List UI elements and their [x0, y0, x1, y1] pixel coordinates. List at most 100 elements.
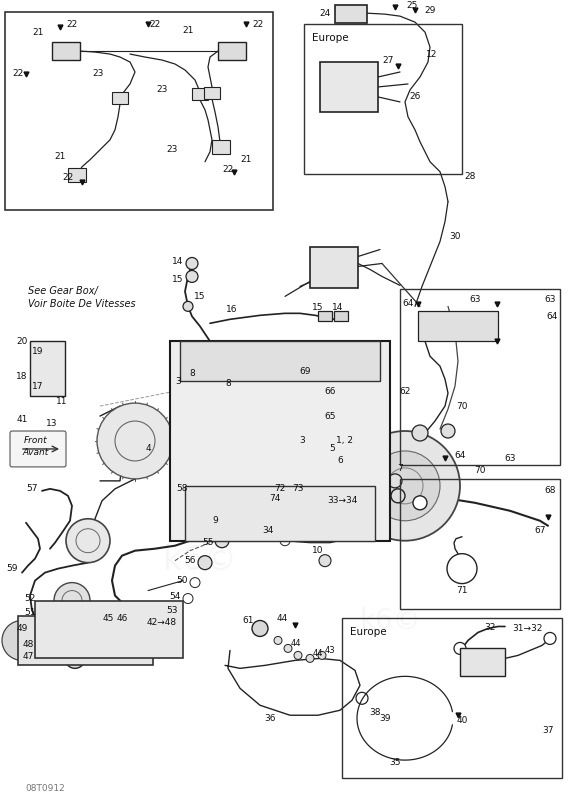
- Text: 22: 22: [149, 20, 161, 29]
- Circle shape: [318, 651, 326, 659]
- Text: 42→48: 42→48: [147, 618, 177, 627]
- Text: 72: 72: [274, 484, 286, 494]
- Text: 29: 29: [424, 6, 436, 14]
- Bar: [192, 88, 208, 100]
- Text: Voir Boite De Vitesses: Voir Boite De Vitesses: [28, 299, 136, 310]
- Bar: [304, 24, 462, 174]
- Bar: [334, 311, 348, 322]
- Circle shape: [182, 381, 198, 397]
- Text: 48: 48: [22, 640, 34, 649]
- Text: 22: 22: [12, 70, 24, 78]
- Text: 8: 8: [189, 369, 195, 378]
- Text: Europe: Europe: [350, 627, 387, 638]
- Circle shape: [97, 403, 173, 479]
- Text: 31→32: 31→32: [512, 624, 542, 633]
- Text: 57: 57: [26, 484, 37, 494]
- Text: 61: 61: [242, 616, 254, 625]
- Text: 58: 58: [176, 484, 188, 494]
- Text: 23: 23: [156, 86, 168, 94]
- Text: 19: 19: [32, 346, 44, 356]
- Text: 64: 64: [454, 451, 466, 461]
- Circle shape: [345, 462, 359, 476]
- Text: 44: 44: [291, 639, 301, 648]
- Text: 21: 21: [32, 28, 44, 37]
- Circle shape: [284, 645, 292, 653]
- Text: 15: 15: [172, 275, 184, 284]
- Text: 67: 67: [534, 526, 546, 535]
- Circle shape: [274, 637, 282, 645]
- Circle shape: [413, 496, 427, 510]
- Bar: [218, 42, 246, 60]
- Text: 70: 70: [456, 402, 468, 410]
- Text: 69: 69: [299, 366, 311, 376]
- Bar: [212, 140, 230, 154]
- Text: 9: 9: [212, 516, 218, 526]
- Text: 11: 11: [56, 397, 68, 406]
- Text: 22: 22: [62, 174, 74, 182]
- Text: 30: 30: [449, 232, 461, 241]
- Circle shape: [306, 654, 314, 662]
- Text: 70: 70: [474, 466, 486, 475]
- Circle shape: [201, 465, 209, 473]
- Text: Avant: Avant: [23, 449, 49, 458]
- Bar: [310, 246, 358, 289]
- Circle shape: [61, 46, 71, 56]
- Text: 43: 43: [325, 646, 335, 655]
- Text: 35: 35: [389, 758, 401, 766]
- Circle shape: [412, 425, 428, 441]
- Text: 26: 26: [410, 93, 421, 102]
- Text: 63: 63: [544, 295, 556, 304]
- Circle shape: [350, 431, 460, 541]
- Bar: [68, 168, 86, 182]
- Text: 63: 63: [469, 295, 481, 304]
- Text: 47: 47: [22, 652, 34, 661]
- Text: 53: 53: [166, 606, 178, 615]
- Circle shape: [198, 556, 212, 570]
- Text: Front: Front: [24, 437, 48, 446]
- Text: 33→34: 33→34: [327, 496, 357, 506]
- Text: 14: 14: [332, 303, 344, 312]
- Text: 21: 21: [240, 155, 252, 164]
- Circle shape: [252, 621, 268, 637]
- Circle shape: [200, 371, 210, 381]
- Text: 6: 6: [337, 457, 343, 466]
- Bar: [400, 290, 560, 465]
- Text: 7: 7: [397, 465, 403, 474]
- Text: 41: 41: [16, 414, 28, 423]
- Circle shape: [294, 651, 302, 659]
- Circle shape: [65, 649, 85, 668]
- Text: 39: 39: [379, 714, 391, 722]
- Circle shape: [213, 381, 223, 391]
- Bar: [35, 601, 183, 658]
- Text: 46: 46: [116, 614, 128, 623]
- Text: 73: 73: [293, 484, 304, 494]
- Circle shape: [187, 271, 197, 282]
- Bar: [5, 12, 273, 210]
- Bar: [318, 311, 332, 322]
- Text: 63: 63: [504, 454, 516, 463]
- Bar: [342, 618, 562, 778]
- Text: See Gear Box/: See Gear Box/: [28, 286, 98, 296]
- Text: 10: 10: [312, 546, 324, 555]
- Bar: [180, 342, 380, 381]
- Circle shape: [54, 582, 90, 618]
- Circle shape: [441, 424, 455, 438]
- Circle shape: [66, 518, 110, 562]
- Text: 25: 25: [406, 1, 417, 10]
- Text: 4: 4: [145, 445, 151, 454]
- Bar: [400, 479, 560, 609]
- Text: 22: 22: [223, 166, 233, 174]
- Text: 8: 8: [225, 378, 231, 388]
- Circle shape: [2, 621, 42, 660]
- Text: 21: 21: [182, 26, 194, 34]
- Bar: [460, 649, 505, 676]
- Text: 18: 18: [16, 372, 28, 381]
- Text: 24: 24: [319, 9, 331, 18]
- Text: 23: 23: [166, 146, 178, 154]
- Text: 28: 28: [464, 172, 475, 182]
- Text: 20: 20: [16, 337, 28, 346]
- Text: 65: 65: [324, 411, 336, 421]
- Text: 23: 23: [93, 70, 104, 78]
- Text: 45: 45: [102, 614, 114, 623]
- Circle shape: [454, 642, 466, 654]
